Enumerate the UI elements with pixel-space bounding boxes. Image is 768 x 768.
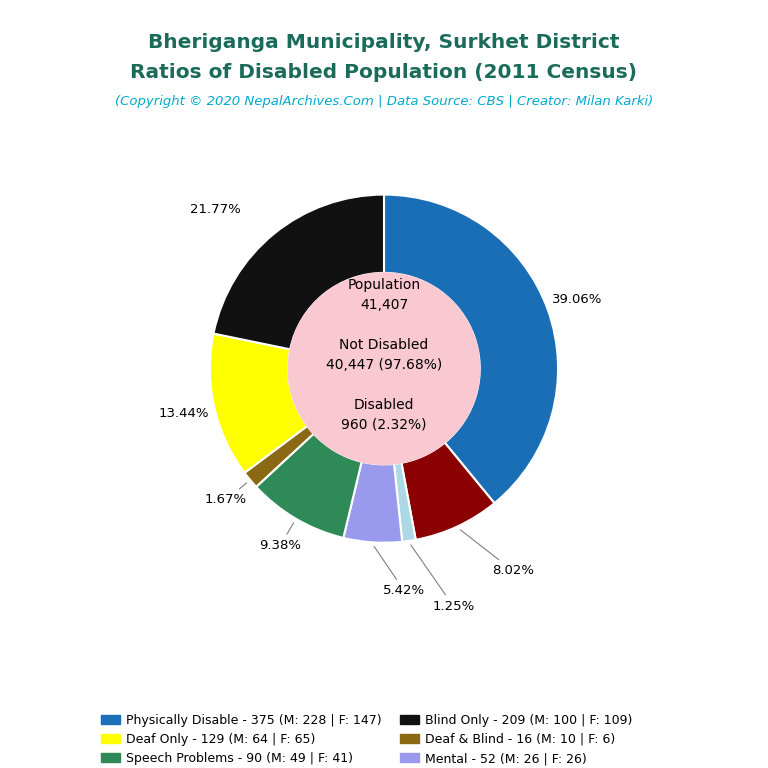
Wedge shape bbox=[402, 442, 495, 540]
Text: Ratios of Disabled Population (2011 Census): Ratios of Disabled Population (2011 Cens… bbox=[131, 64, 637, 82]
Text: Bheriganga Municipality, Surkhet District: Bheriganga Municipality, Surkhet Distric… bbox=[148, 33, 620, 51]
Circle shape bbox=[288, 273, 480, 465]
Text: Population
41,407

Not Disabled
40,447 (97.68%)

Disabled
960 (2.32%): Population 41,407 Not Disabled 40,447 (9… bbox=[326, 277, 442, 432]
Text: 13.44%: 13.44% bbox=[158, 407, 209, 420]
Wedge shape bbox=[394, 463, 415, 541]
Wedge shape bbox=[244, 426, 313, 487]
Text: 8.02%: 8.02% bbox=[460, 530, 534, 578]
Text: 1.67%: 1.67% bbox=[205, 483, 247, 506]
Wedge shape bbox=[214, 194, 384, 349]
Legend: Physically Disable - 375 (M: 228 | F: 147), Deaf Only - 129 (M: 64 | F: 65), Spe: Physically Disable - 375 (M: 228 | F: 14… bbox=[94, 707, 674, 768]
Text: 39.06%: 39.06% bbox=[552, 293, 603, 306]
Wedge shape bbox=[343, 462, 402, 543]
Wedge shape bbox=[210, 333, 307, 473]
Wedge shape bbox=[257, 434, 362, 538]
Text: 5.42%: 5.42% bbox=[374, 546, 425, 598]
Text: 9.38%: 9.38% bbox=[259, 523, 301, 552]
Text: (Copyright © 2020 NepalArchives.Com | Data Source: CBS | Creator: Milan Karki): (Copyright © 2020 NepalArchives.Com | Da… bbox=[115, 95, 653, 108]
Text: 1.25%: 1.25% bbox=[411, 545, 475, 613]
Text: 21.77%: 21.77% bbox=[190, 203, 240, 216]
Wedge shape bbox=[384, 194, 558, 503]
